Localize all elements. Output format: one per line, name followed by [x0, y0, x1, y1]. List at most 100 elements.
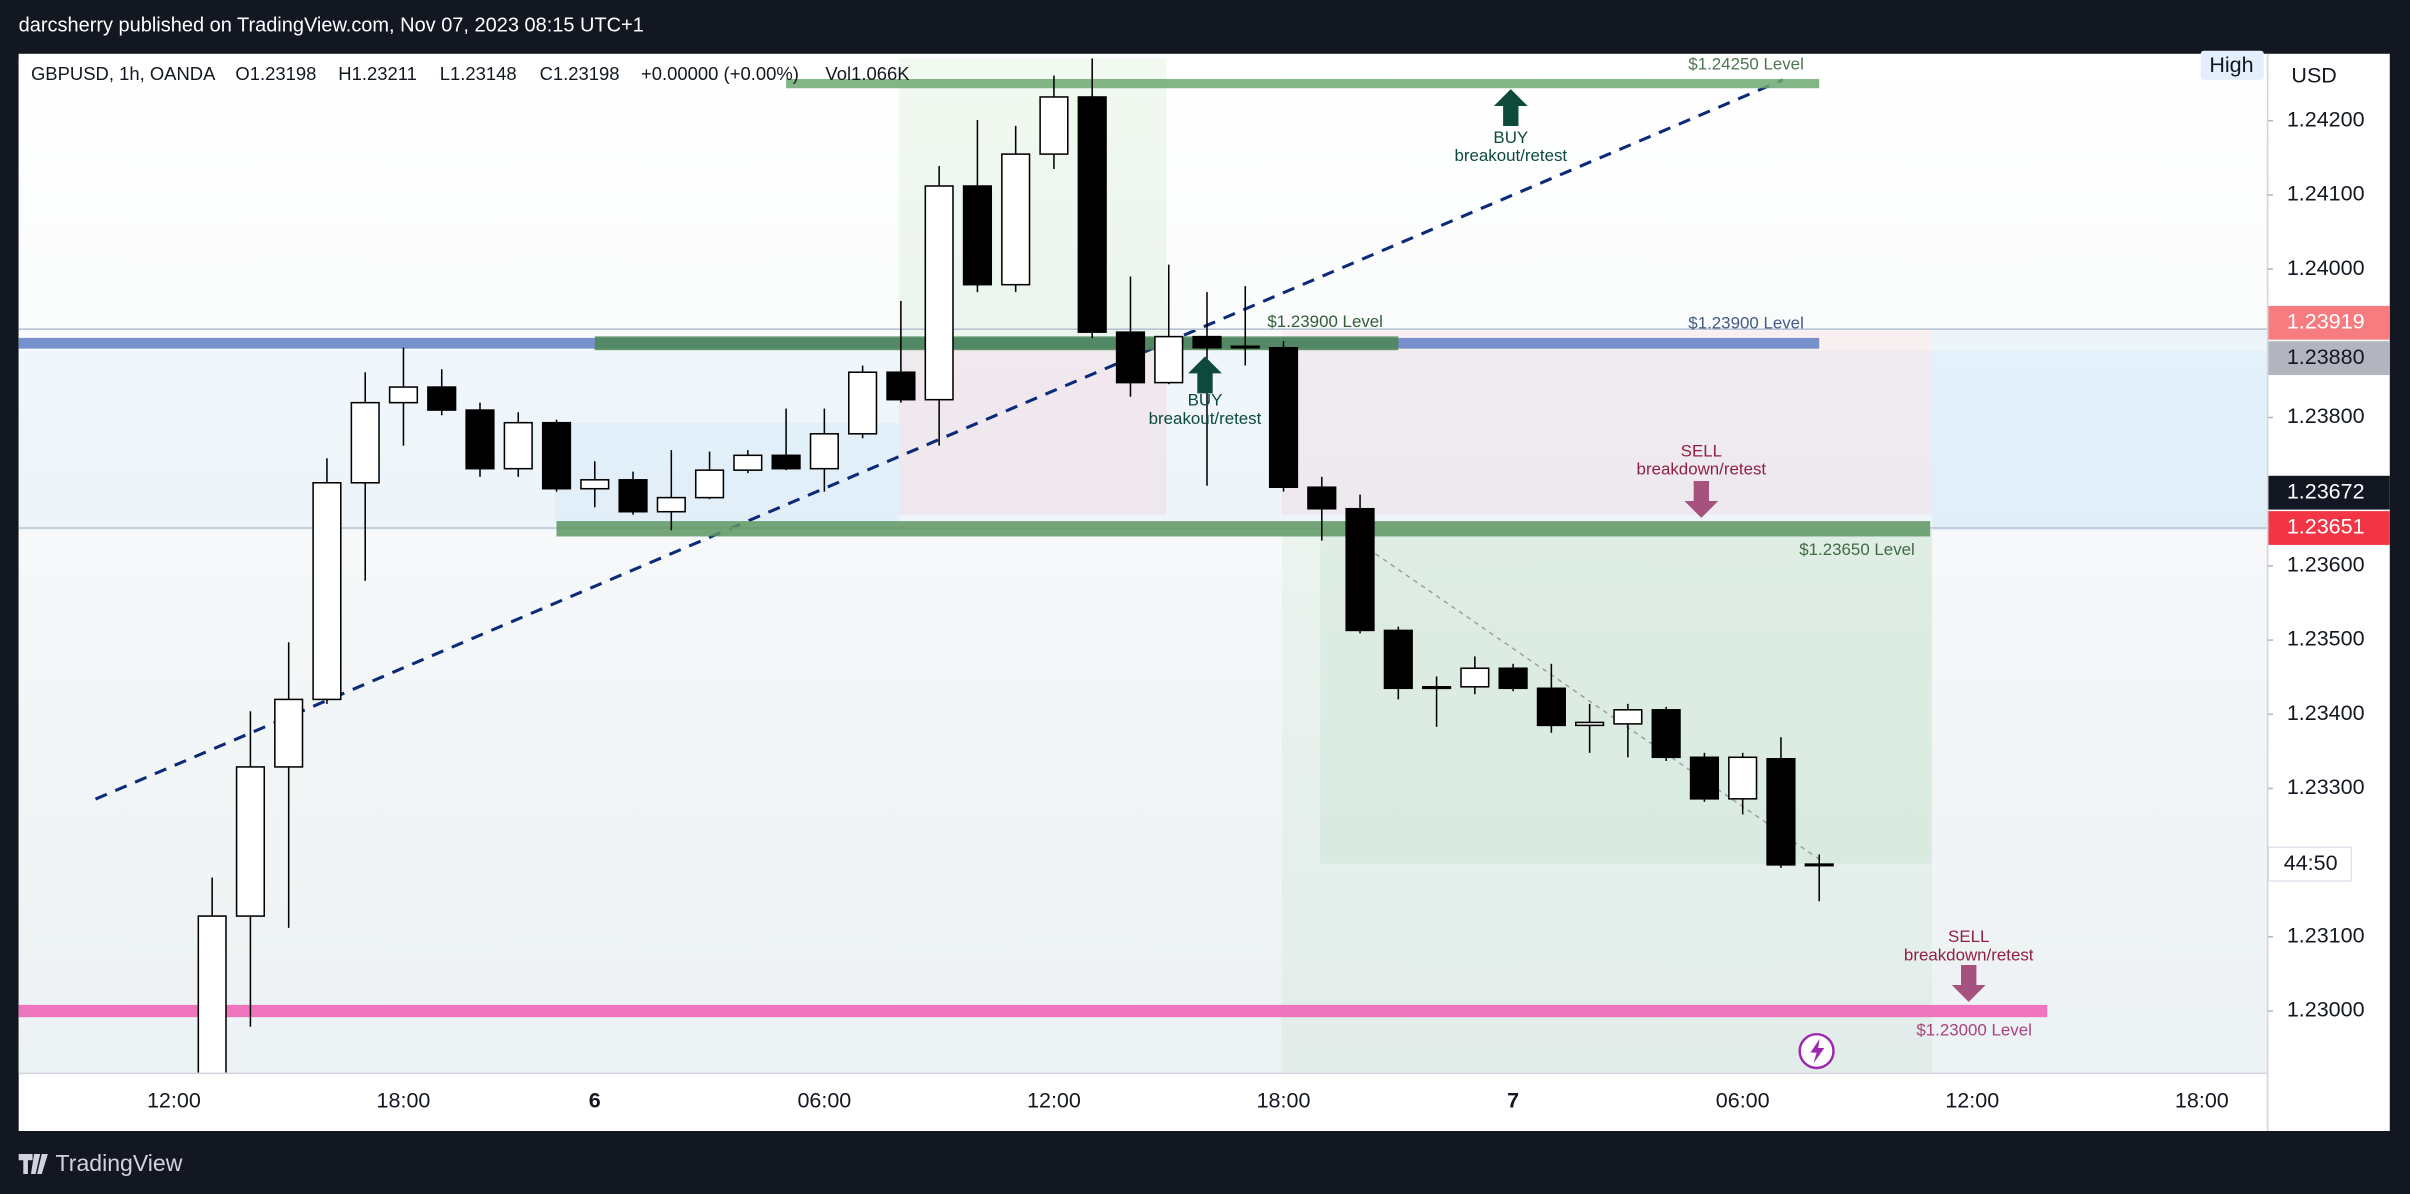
candle-body [1039, 96, 1069, 155]
x-tick-label: 12:00 [1945, 1088, 1999, 1112]
signal-type: SELL [1948, 927, 1989, 946]
y-tick-label: 1.23100 [2287, 924, 2365, 948]
candle-body [197, 915, 227, 1073]
candle-body [1804, 863, 1834, 867]
level-label: $1.23900 Level [1267, 312, 1383, 331]
candle-body [1192, 335, 1222, 349]
profit-zone [1320, 530, 1932, 864]
candle-body [1575, 721, 1605, 727]
price-badge [2268, 341, 2390, 376]
signal-arrow [1188, 356, 1222, 394]
candle-body [1345, 507, 1375, 632]
legend-symbol: GBPUSD, 1h, OANDA [31, 63, 216, 84]
candle-body [1651, 709, 1681, 759]
candle-body [618, 479, 648, 513]
y-tick-label: 1.23400 [2287, 701, 2365, 725]
level-label: $1.23900 Level [1688, 314, 1804, 333]
signal-note: breakout/retest [1454, 146, 1567, 165]
x-tick-label: 18:00 [377, 1088, 431, 1112]
countdown: 44:50 [2284, 851, 2338, 875]
profit-zone [1281, 530, 1932, 1073]
level-label: $1.23650 Level [1799, 540, 1915, 559]
candle-body [1728, 756, 1758, 800]
candle-body [350, 401, 380, 484]
plot-area [18, 58, 2267, 1073]
candle-body [541, 421, 572, 490]
candle-body [1498, 667, 1528, 690]
y-tick-label: 1.23000 [2287, 998, 2365, 1022]
level-label: $1.24250 Level [1688, 55, 1804, 74]
publisher: darcsherry published on TradingView.com,… [19, 14, 644, 36]
y-tick-label: 1.23800 [2287, 404, 2365, 428]
candle-body [388, 386, 419, 404]
candle-body [656, 496, 686, 513]
level-band [18, 1004, 2048, 1018]
alert-bolt [1810, 1038, 1825, 1064]
signal-note: breakdown/retest [1904, 945, 2034, 964]
price-badge [2268, 475, 2390, 510]
candle-body [1689, 756, 1720, 800]
candle-body [1766, 758, 1796, 866]
zone [554, 422, 900, 523]
candle-body [1460, 667, 1490, 688]
signal-note: breakdown/retest [1637, 460, 1767, 479]
candle-body [1268, 346, 1299, 488]
x-tick-label: 12:00 [147, 1088, 201, 1112]
signal-arrow [1684, 480, 1719, 518]
x-tick-label: 7 [1507, 1088, 1519, 1112]
price-badge-label: 1.23880 [2287, 345, 2365, 369]
price-badge-label: 1.23919 [2287, 309, 2365, 333]
scale-mode[interactable] [2200, 50, 2264, 80]
candle-body [848, 371, 878, 435]
x-tick-label: 18:00 [2175, 1088, 2229, 1112]
legend-open: O1.23198 [235, 63, 316, 84]
candle-body [694, 469, 725, 499]
loss-zone [1281, 330, 1932, 515]
candle-body [1077, 96, 1107, 333]
level-band [556, 521, 1931, 537]
signal-arrow [1493, 89, 1528, 127]
legend: GBPUSD, 1h, OANDA O1.23198 H1.23211 L1.2… [31, 63, 910, 84]
currency: USD [2291, 64, 2336, 88]
candle-body [809, 433, 839, 470]
candles [197, 58, 1834, 1073]
signal-type: BUY [1493, 128, 1528, 147]
price-badge-label: 1.23672 [2287, 479, 2365, 503]
x-tick-label: 06:00 [797, 1088, 851, 1112]
candle-body [771, 454, 801, 470]
candle-body [312, 482, 342, 701]
candle-body [465, 409, 495, 470]
price-badge-label: 1.23651 [2287, 515, 2365, 539]
candle-body [1536, 687, 1566, 727]
candle-body [274, 698, 304, 768]
countdown-badge [2267, 846, 2353, 882]
legend-change: +0.00000 (+0.00%) [641, 63, 799, 84]
candle-body [924, 185, 954, 401]
legend-close: C1.23198 [540, 63, 620, 84]
signal-type: BUY [1188, 391, 1223, 410]
alert-icon[interactable] [1798, 1032, 1835, 1070]
price-badge [2268, 305, 2390, 340]
x-tick-label: 06:00 [1716, 1088, 1770, 1112]
candle-body [1154, 335, 1184, 384]
zone [1931, 330, 2267, 531]
signal-type: SELL [1681, 441, 1722, 460]
legend-volume: Vol1.066K [825, 63, 910, 84]
candle-body [962, 185, 993, 286]
x-tick-label: 18:00 [1257, 1088, 1311, 1112]
y-tick-label: 1.24200 [2287, 107, 2365, 131]
candle-body [1613, 709, 1643, 725]
y-tick-label: 1.23500 [2287, 627, 2365, 651]
candle-body [1383, 629, 1413, 690]
level-label: $1.23000 Level [1916, 1020, 2032, 1039]
candle-body [733, 454, 763, 471]
candle-body [1115, 331, 1146, 384]
y-tick-label: 1.23300 [2287, 775, 2365, 799]
trendline [94, 78, 1784, 801]
candle-body [1421, 686, 1452, 690]
candle-body [1001, 153, 1031, 286]
price-badge [2268, 511, 2390, 545]
x-tick-label: 12:00 [1027, 1088, 1081, 1112]
